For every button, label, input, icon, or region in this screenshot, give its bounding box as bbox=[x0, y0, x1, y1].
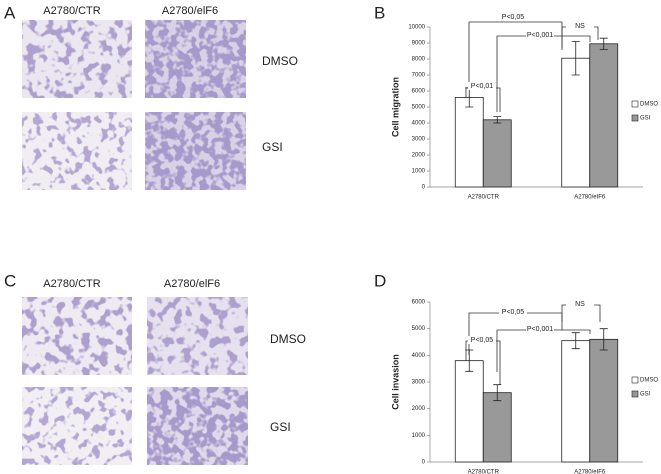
error-bar bbox=[493, 116, 502, 124]
annotation: P<0,05 bbox=[471, 337, 493, 344]
annotation: P<0,001 bbox=[527, 326, 553, 333]
micrograph bbox=[147, 387, 248, 465]
y-tick-label: 1000 bbox=[412, 169, 426, 175]
micrograph bbox=[147, 297, 248, 375]
micrograph bbox=[22, 387, 132, 465]
y-tick-label: 7000 bbox=[412, 73, 426, 79]
annotation: P<0,05 bbox=[502, 14, 524, 21]
column-label: A2780/CTR bbox=[43, 5, 101, 17]
y-tick-label: 9000 bbox=[412, 41, 426, 47]
x-tick-label: A2780/CTR bbox=[468, 470, 500, 474]
y-tick-label: 0 bbox=[422, 460, 426, 466]
column-label: A2780/CTR bbox=[43, 278, 101, 290]
row-label: DMSO bbox=[262, 54, 298, 68]
annotation-bg bbox=[526, 31, 554, 39]
error-bar bbox=[571, 41, 580, 76]
bar bbox=[589, 338, 619, 463]
legend-label: GSI bbox=[640, 392, 651, 398]
error-bar bbox=[571, 332, 580, 350]
legend-swatch bbox=[631, 376, 639, 384]
bar bbox=[561, 57, 591, 188]
micrograph bbox=[22, 20, 132, 98]
y-tick-label: 6000 bbox=[412, 300, 426, 306]
y-tick-label: 4000 bbox=[412, 353, 426, 359]
annotation-bg bbox=[468, 82, 496, 90]
bar bbox=[454, 97, 484, 188]
panel-label: B bbox=[374, 3, 385, 22]
x-tick-label: A2780/CTR bbox=[468, 195, 500, 201]
micrographs bbox=[22, 20, 248, 465]
micrograph bbox=[22, 112, 132, 190]
annotation: P<0,05 bbox=[502, 309, 524, 316]
y-tick-label: 3000 bbox=[412, 137, 426, 143]
bar bbox=[482, 392, 512, 463]
bar bbox=[454, 360, 484, 463]
y-tick-label: 3000 bbox=[412, 380, 426, 386]
annotation: P<0,01 bbox=[471, 83, 493, 90]
annotation-bg bbox=[566, 300, 594, 308]
bar bbox=[589, 43, 619, 188]
annotation-bg bbox=[499, 308, 527, 316]
annotation: P<0,001 bbox=[527, 32, 553, 39]
panel-label: A bbox=[4, 3, 16, 22]
error-bar bbox=[493, 384, 502, 402]
y-tick-label: 6000 bbox=[412, 89, 426, 95]
annotation: NS bbox=[575, 23, 585, 30]
annotation-bg bbox=[566, 22, 594, 30]
y-tick-label: 0 bbox=[422, 185, 426, 191]
x-tick-label: A2780/eIF6 bbox=[574, 470, 606, 474]
micrograph bbox=[22, 297, 132, 375]
panel-label: D bbox=[374, 271, 386, 290]
legend-label: DMSO bbox=[640, 378, 658, 384]
bar bbox=[482, 119, 512, 188]
bar bbox=[561, 340, 591, 463]
y-axis-label: Cell migration bbox=[390, 77, 400, 137]
y-axis-label: Cell invasion bbox=[390, 354, 400, 410]
column-label: A2780/elF6 bbox=[162, 5, 218, 17]
micrograph bbox=[145, 112, 246, 190]
legend-label: GSI bbox=[640, 116, 651, 122]
row-label: DMSO bbox=[270, 332, 306, 346]
y-tick-label: 4000 bbox=[412, 121, 426, 127]
y-tick-label: 5000 bbox=[412, 105, 426, 111]
annotation-bg bbox=[468, 336, 496, 344]
column-label: A2780/elF6 bbox=[164, 278, 220, 290]
row-label: GSI bbox=[262, 140, 283, 154]
y-tick-label: 10000 bbox=[408, 25, 425, 31]
error-bar bbox=[599, 328, 608, 351]
y-tick-label: 8000 bbox=[412, 57, 426, 63]
error-bar bbox=[599, 37, 608, 50]
y-tick-label: 5000 bbox=[412, 326, 426, 332]
annotation-bg bbox=[526, 325, 554, 333]
micrograph bbox=[145, 20, 246, 98]
legend-swatch bbox=[631, 100, 639, 108]
annotation: NS bbox=[575, 301, 585, 308]
panel-label: C bbox=[4, 271, 16, 290]
legend-swatch bbox=[631, 390, 639, 398]
annotation-bg bbox=[499, 13, 527, 21]
error-bar bbox=[465, 349, 474, 372]
y-tick-label: 1000 bbox=[412, 433, 426, 439]
x-tick-label: A2780/eIF6 bbox=[574, 195, 606, 201]
row-label: GSI bbox=[270, 420, 291, 434]
bracket bbox=[468, 312, 563, 355]
y-tick-label: 2000 bbox=[412, 406, 426, 412]
y-tick-label: 2000 bbox=[412, 153, 426, 159]
legend-label: DMSO bbox=[640, 102, 658, 108]
legend-swatch bbox=[631, 114, 639, 122]
